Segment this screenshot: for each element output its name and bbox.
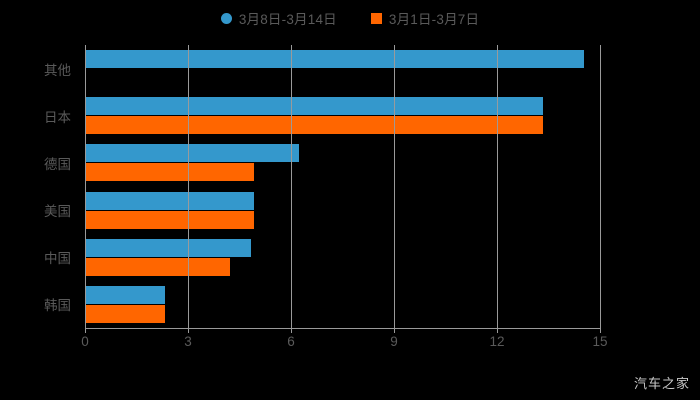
x-axis-tick-label: 3	[184, 334, 192, 349]
bar-series-blue	[86, 191, 255, 210]
bar-series-blue	[86, 238, 251, 257]
y-axis-tick-label: 德国	[44, 156, 71, 172]
y-axis-tick-label: 日本	[44, 109, 71, 125]
x-axis-tick-label: 12	[489, 334, 505, 349]
x-axis-tick-label: 15	[592, 334, 608, 349]
category-row: 中国	[44, 238, 600, 276]
bar-series-blue	[86, 144, 299, 163]
watermark-label: 汽车之家	[633, 376, 690, 391]
square-marker	[370, 12, 382, 24]
category-row: 德国	[44, 144, 600, 182]
x-axis-tick-label: 9	[390, 334, 398, 349]
category-row: 韩国	[44, 285, 600, 323]
x-axis-tick-mark	[497, 328, 498, 333]
legend-item[interactable]: 3月8日-3月14日	[220, 8, 337, 28]
y-axis-tick-label: 其他	[44, 62, 71, 78]
plot-area: 其他日本德国美国中国韩国	[44, 45, 601, 333]
y-axis-tick-label: 中国	[44, 251, 71, 267]
chart-legend: 3月8日-3月14日 3月1日-3月7日	[0, 8, 700, 28]
gridline	[188, 45, 189, 328]
bar-series-orange	[86, 304, 165, 323]
gridline	[291, 45, 292, 328]
legend-item-label: 3月1日-3月7日	[388, 12, 480, 27]
x-axis-tick-mark	[291, 328, 292, 333]
bar-series-orange	[86, 163, 255, 182]
y-axis-tick-label: 韩国	[44, 298, 71, 314]
legend-item[interactable]: 3月1日-3月7日	[370, 8, 480, 28]
x-axis-tick-mark	[85, 328, 86, 333]
y-axis-tick-label: 美国	[44, 204, 71, 220]
bar-series-blue	[86, 285, 165, 304]
y-axis-line	[85, 45, 86, 328]
bar-series-blue	[86, 50, 584, 69]
bar-series-blue	[86, 97, 543, 116]
gridline	[394, 45, 395, 328]
bar-series-orange	[86, 257, 231, 276]
category-row: 美国	[44, 191, 600, 229]
x-axis-tick-mark	[600, 328, 601, 333]
x-axis-tick-mark	[188, 328, 189, 333]
circle-marker	[220, 12, 232, 24]
x-axis-tick-label: 6	[287, 334, 295, 349]
x-axis-tick-label: 0	[81, 334, 89, 349]
gridline	[497, 45, 498, 328]
x-axis-tick-mark	[394, 328, 395, 333]
legend-item-label: 3月8日-3月14日	[238, 12, 337, 27]
bar-series-orange	[86, 210, 255, 229]
category-row: 其他	[44, 50, 600, 87]
gridline	[600, 45, 601, 328]
bar-series-orange	[86, 116, 543, 135]
category-row: 日本	[44, 97, 600, 135]
x-axis-line	[85, 328, 601, 329]
